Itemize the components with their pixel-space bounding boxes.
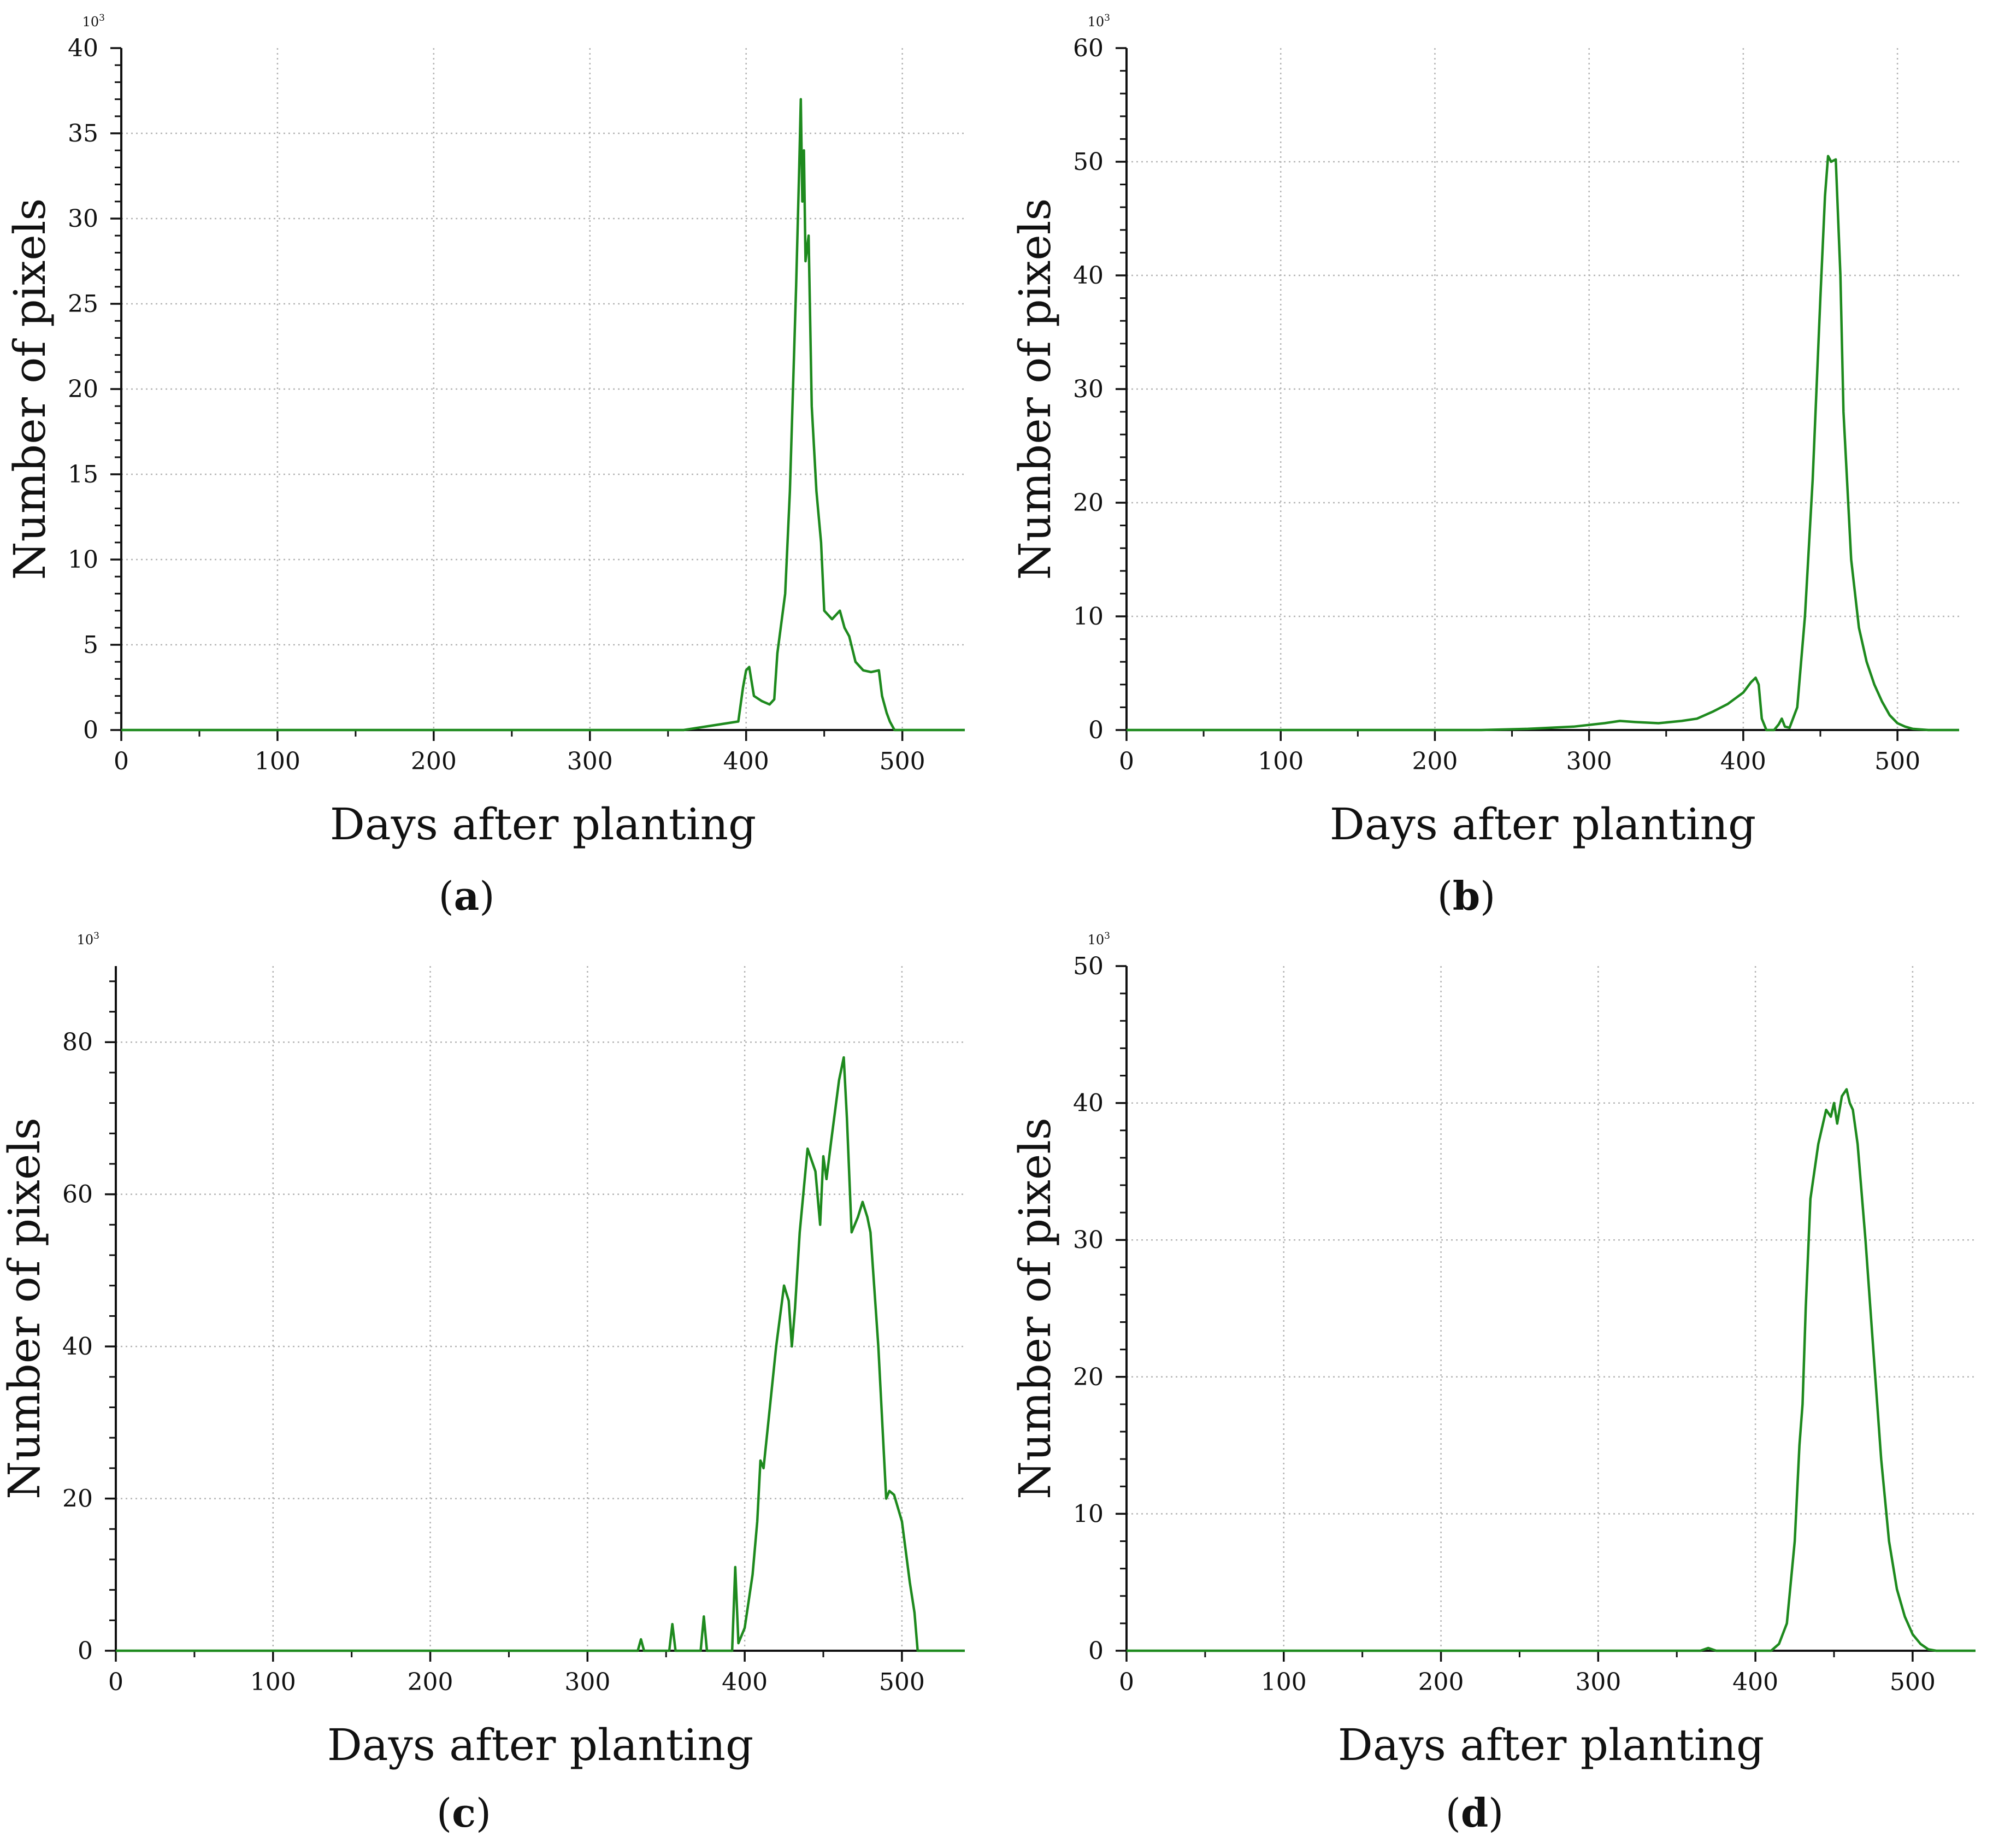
panel-label-close: ) (1488, 1790, 1503, 1836)
x-axis-label: Days after planting (330, 799, 756, 850)
panel-label: (b) (1437, 873, 1496, 919)
y-tick-label: 40 (1073, 262, 1104, 290)
x-tick-label: 0 (1119, 1668, 1134, 1696)
series-line-pixels (116, 1056, 965, 1652)
x-tick-label: 400 (722, 1668, 768, 1696)
panel-label-letter: a (454, 873, 480, 919)
chart-panel-c: 0 100 200 300 400 500 0 20 40 60 80 103 Days after p… (0, 931, 965, 1836)
panel-label: (d) (1446, 1790, 1504, 1836)
series-line-pixels (121, 98, 965, 732)
y-tick-label: 20 (62, 1485, 93, 1513)
y-tick-label: 15 (68, 461, 98, 489)
x-tick-label: 0 (1119, 748, 1134, 775)
y-tick-label: 40 (62, 1333, 93, 1361)
y-tick-label: 30 (1073, 375, 1104, 403)
y-tick-label: 10 (1073, 1500, 1104, 1528)
panel-label-letter: b (1453, 873, 1480, 919)
x-tick-label: 100 (255, 748, 300, 775)
x-tick-label: 300 (1566, 748, 1612, 775)
y-tick-label: 20 (1073, 489, 1104, 517)
x-tick-label: 200 (1412, 748, 1458, 775)
x-tick-label: 200 (408, 1668, 453, 1696)
y-multiplier-exp: 3 (1104, 13, 1110, 23)
panel-label-close: ) (1480, 873, 1495, 919)
panel-label-close: ) (476, 1790, 491, 1836)
y-tick-label: 0 (1088, 1637, 1104, 1665)
y-tick-label: 10 (1073, 603, 1104, 631)
x-tick-label: 400 (723, 748, 769, 775)
y-tick-label: 20 (1073, 1363, 1104, 1391)
panel-label-open: ( (1437, 873, 1453, 919)
x-tick-label: 500 (1890, 1668, 1936, 1696)
x-tick-label: 400 (1720, 748, 1766, 775)
y-multiplier-base: 10 (1088, 14, 1105, 30)
panel-label-letter: d (1461, 1790, 1488, 1836)
x-tick-label: 200 (411, 748, 457, 775)
y-multiplier-exp: 3 (93, 931, 99, 941)
y-tick-label: 40 (1073, 1090, 1104, 1117)
panel-label-letter: c (452, 1790, 476, 1836)
y-tick-label: 30 (1073, 1226, 1104, 1254)
series-line-pixels (1127, 155, 1959, 732)
y-tick-label: 0 (78, 1637, 93, 1665)
x-tick-label: 200 (1418, 1668, 1464, 1696)
x-axis-label: Days after planting (327, 1720, 753, 1770)
panel-label-open: ( (439, 873, 454, 919)
x-axis-label: Days after planting (1338, 1720, 1764, 1770)
y-axis-label: Number of pixels (4, 198, 55, 580)
x-tick-label: 100 (1258, 748, 1304, 775)
y-tick-label: 50 (1073, 148, 1104, 176)
x-tick-label: 500 (1874, 748, 1920, 775)
y-tick-label: 50 (1073, 952, 1104, 980)
x-tick-label: 500 (879, 1668, 925, 1696)
panel-label-close: ) (479, 873, 494, 919)
y-tick-label: 30 (68, 205, 98, 233)
y-axis-label: Number of pixels (0, 1117, 50, 1499)
y-tick-label: 0 (1088, 716, 1104, 744)
x-tick-label: 100 (250, 1668, 296, 1696)
y-tick-label: 60 (62, 1181, 93, 1209)
y-multiplier-exp: 3 (1104, 931, 1110, 941)
panel-label-open: ( (1446, 1790, 1461, 1836)
x-tick-label: 300 (564, 1668, 610, 1696)
y-axis-label: Number of pixels (1010, 1117, 1060, 1499)
x-tick-label: 500 (880, 748, 925, 775)
y-tick-label: 20 (68, 375, 98, 403)
y-multiplier: 103 (82, 13, 105, 30)
panel-label: (c) (437, 1790, 491, 1836)
x-tick-label: 300 (1575, 1668, 1621, 1696)
panel-label: (a) (439, 873, 495, 919)
y-tick-label: 35 (68, 120, 98, 148)
y-tick-label: 40 (68, 34, 98, 62)
x-tick-label: 400 (1732, 1668, 1778, 1696)
panel-label-open: ( (437, 1790, 452, 1836)
x-tick-label: 0 (114, 748, 129, 775)
y-tick-label: 0 (83, 716, 98, 744)
y-tick-label: 5 (83, 631, 98, 659)
y-multiplier: 103 (77, 931, 99, 947)
y-axis-label: Number of pixels (1010, 198, 1060, 580)
x-tick-label: 100 (1261, 1668, 1307, 1696)
y-tick-label: 60 (1073, 34, 1104, 62)
x-axis-label: Days after planting (1330, 799, 1756, 850)
y-multiplier-base: 10 (1088, 932, 1105, 947)
x-tick-label: 0 (108, 1668, 123, 1696)
y-multiplier: 103 (1088, 13, 1110, 30)
y-multiplier: 103 (1088, 931, 1110, 947)
chart-panel-a: 0 100 200 300 400 5000510152025303540103Days … (4, 13, 965, 919)
y-multiplier-base: 10 (77, 932, 94, 947)
y-multiplier-exp: 3 (99, 13, 105, 23)
y-tick-label: 80 (62, 1028, 93, 1056)
y-multiplier-base: 10 (82, 14, 99, 30)
y-tick-label: 25 (68, 290, 98, 318)
y-tick-label: 10 (68, 546, 98, 574)
x-tick-label: 300 (567, 748, 613, 775)
series-line-pixels (1127, 1088, 1976, 1652)
